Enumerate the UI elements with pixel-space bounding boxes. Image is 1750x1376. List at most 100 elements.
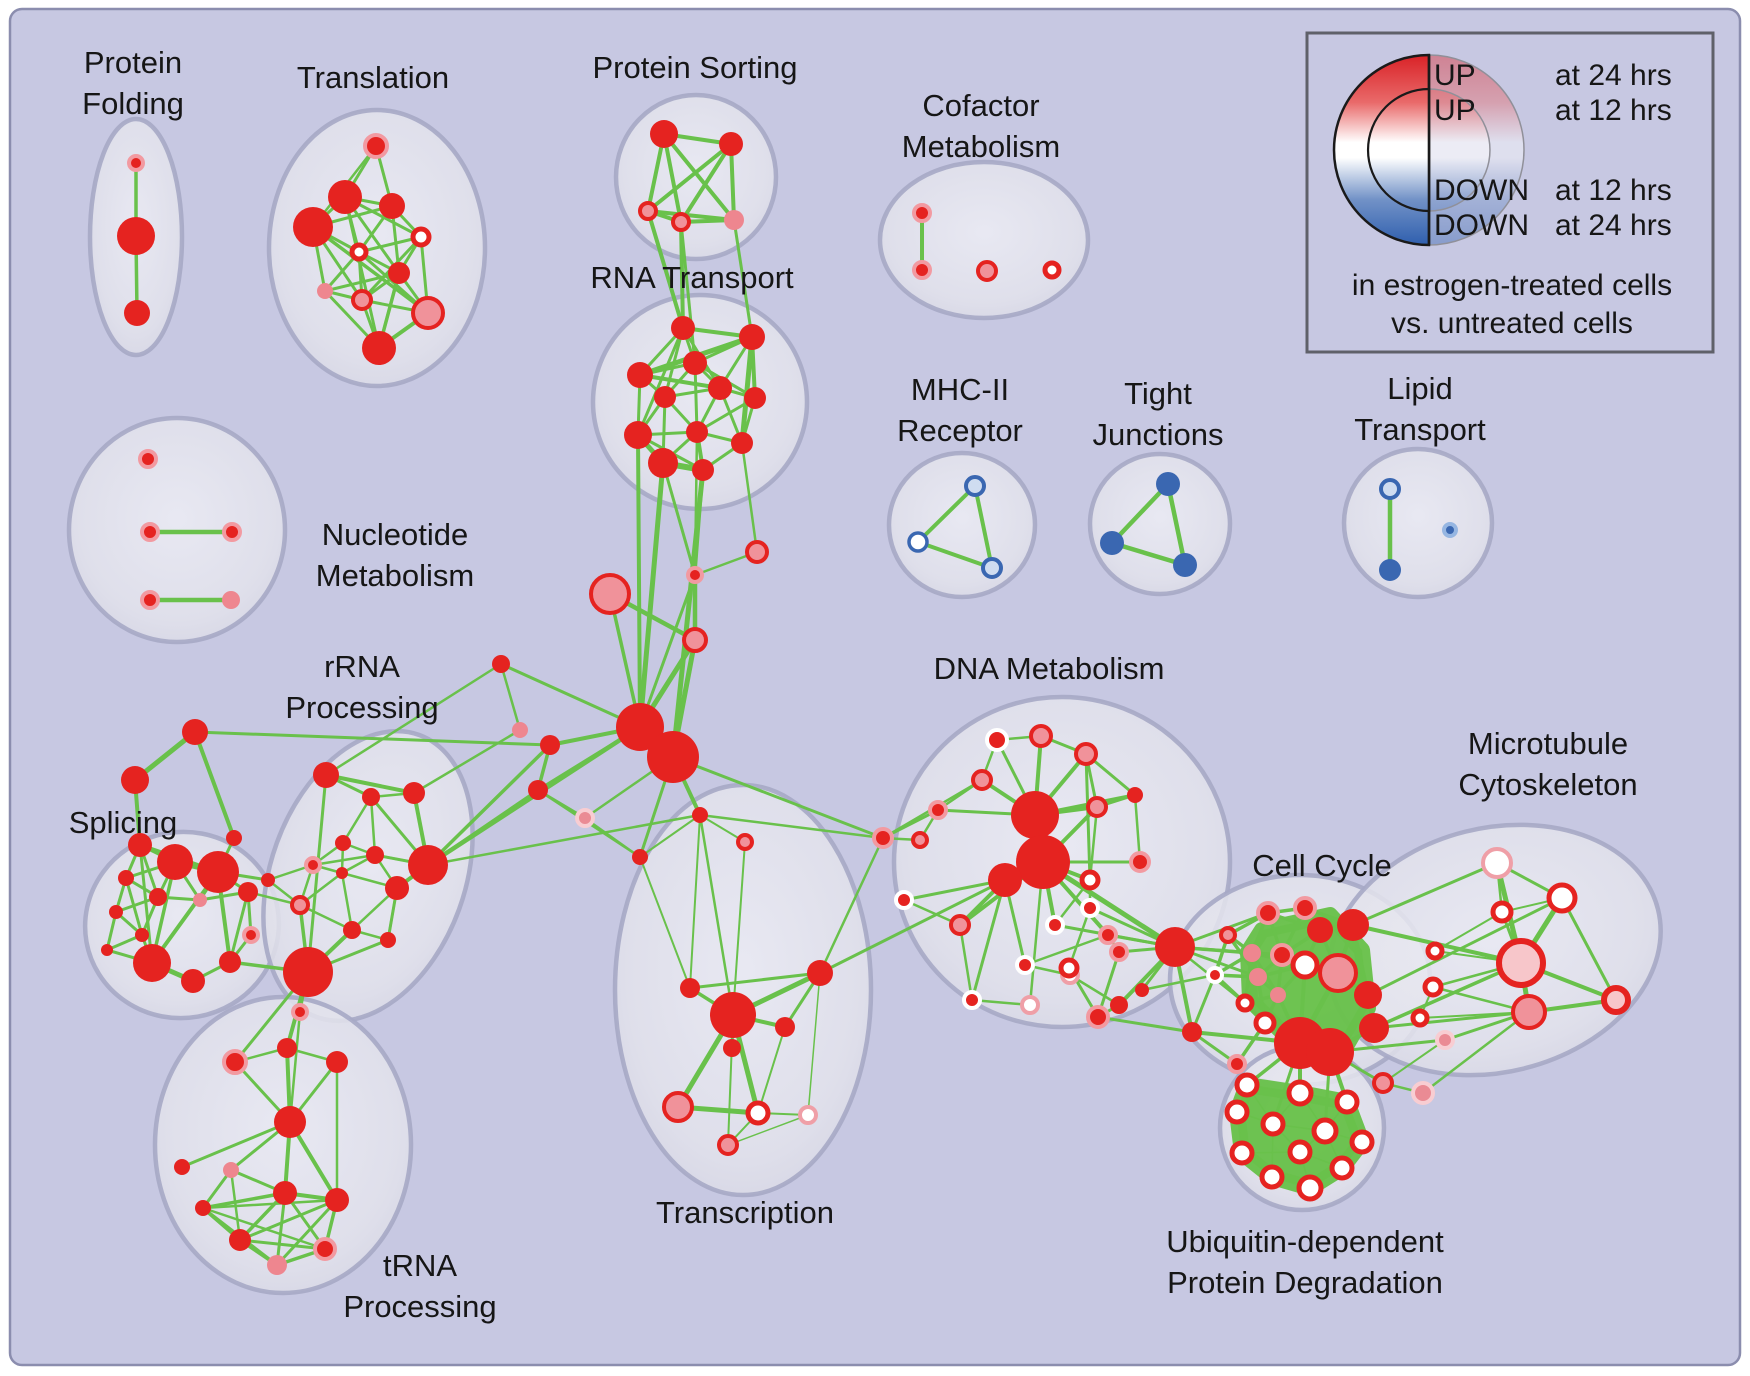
edge: [693, 430, 699, 577]
edge: [1109, 481, 1171, 546]
gene-node: [775, 1017, 795, 1037]
edge: [1109, 540, 1188, 568]
gene-node: [682, 627, 708, 653]
gene-node: [1422, 976, 1444, 998]
cluster-label-ubiquitin-degradation: Ubiquitin-dependent: [1166, 1224, 1444, 1259]
cluster-label-protein-folding: Folding: [82, 86, 184, 121]
gene-node: [638, 201, 658, 221]
gene-node: [1307, 917, 1333, 943]
legend-entry-time: at 12 hrs: [1555, 94, 1672, 127]
gene-node: [127, 154, 145, 172]
edge: [499, 662, 522, 732]
gene-node: [1224, 1099, 1250, 1125]
gene-node: [1306, 1028, 1354, 1076]
cluster-label-cell-cycle: Cell Cycle: [1252, 848, 1392, 883]
gene-node: [124, 300, 150, 326]
edge: [679, 220, 697, 365]
legend-ring-inner-left: [1366, 87, 1431, 213]
gene-node: [724, 210, 744, 230]
gene-node: [290, 895, 310, 915]
gene-node: [739, 324, 765, 350]
edge: [679, 142, 733, 224]
gene-node: [671, 316, 695, 340]
gene-node: [976, 260, 998, 282]
gene-node: [403, 782, 425, 804]
gene-node: [174, 1159, 190, 1175]
edge: [228, 890, 250, 964]
gene-node: [1260, 1111, 1286, 1137]
edge: [412, 728, 522, 795]
gene-node: [388, 262, 410, 284]
edge: [288, 1010, 302, 1124]
cluster-label-lipid-transport: Transport: [1354, 412, 1486, 447]
edge: [275, 1191, 287, 1267]
legend-entry-time: at 12 hrs: [1555, 174, 1672, 207]
gene-node: [135, 928, 149, 942]
edge: [193, 730, 552, 747]
gene-node: [1135, 983, 1149, 997]
gene-node: [647, 731, 699, 783]
gene-node: [1546, 882, 1578, 914]
gene-node: [627, 362, 653, 388]
cluster-ellipse-tight-junctions: [1087, 451, 1233, 597]
gene-node: [195, 1200, 211, 1216]
gene-node: [326, 1051, 348, 1073]
legend-caption: in estrogen-treated cells: [1352, 269, 1672, 302]
gene-node: [671, 212, 691, 232]
edge: [275, 1198, 339, 1267]
gene-node: [219, 951, 241, 973]
gene-node: [242, 926, 260, 944]
gene-node: [692, 459, 714, 481]
edge: [138, 843, 154, 965]
cluster-label-cofactor-metabolism: Cofactor: [922, 88, 1039, 123]
gene-node: [1329, 1155, 1355, 1181]
edge: [646, 209, 685, 330]
gene-node: [708, 376, 732, 400]
gene-node: [745, 540, 769, 564]
gene-node: [380, 932, 396, 948]
gene-node: [1110, 996, 1128, 1014]
edge: [1140, 973, 1217, 992]
edge: [369, 795, 377, 857]
legend-entry-label: DOWN: [1434, 174, 1529, 207]
gene-node: [118, 870, 134, 886]
gene-node: [335, 835, 351, 851]
gene-node: [1029, 724, 1053, 748]
gene-node: [1098, 925, 1118, 945]
edge: [229, 1168, 242, 1242]
gene-node: [366, 846, 384, 864]
gene-node: [723, 1039, 741, 1057]
edge: [646, 142, 733, 213]
edge: [324, 773, 416, 795]
gene-node: [291, 1003, 309, 1021]
gene-node: [744, 387, 766, 409]
cluster-label-ubiquitin-degradation: Protein Degradation: [1167, 1265, 1443, 1300]
gene-node: [1354, 981, 1382, 1009]
edge: [970, 878, 1007, 1002]
edge: [973, 484, 994, 570]
edge: [1096, 1015, 1194, 1034]
gene-node: [313, 1237, 337, 1261]
cluster-label-rna-transport: RNA Transport: [590, 260, 794, 295]
cluster-label-rrna-processing: Processing: [285, 690, 438, 725]
edge: [1382, 1039, 1446, 1084]
gene-node: [1372, 1072, 1394, 1094]
gene-node: [894, 890, 914, 910]
gene-node: [1235, 993, 1255, 1013]
gene-node: [988, 863, 1022, 897]
gene-node: [575, 808, 595, 828]
nodes-layer: [101, 120, 1631, 1275]
edge: [357, 235, 423, 254]
gene-node: [1042, 260, 1062, 280]
edge: [639, 814, 701, 858]
edge: [306, 773, 328, 974]
gene-node: [408, 845, 448, 885]
edge: [688, 971, 822, 990]
edge: [757, 1026, 786, 1114]
gene-node: [1234, 1072, 1260, 1098]
edge: [740, 441, 759, 554]
edge: [499, 662, 642, 729]
gene-node: [1045, 915, 1065, 935]
cluster-label-tight-junctions: Junctions: [1093, 417, 1224, 452]
gene-node: [1359, 1013, 1389, 1043]
